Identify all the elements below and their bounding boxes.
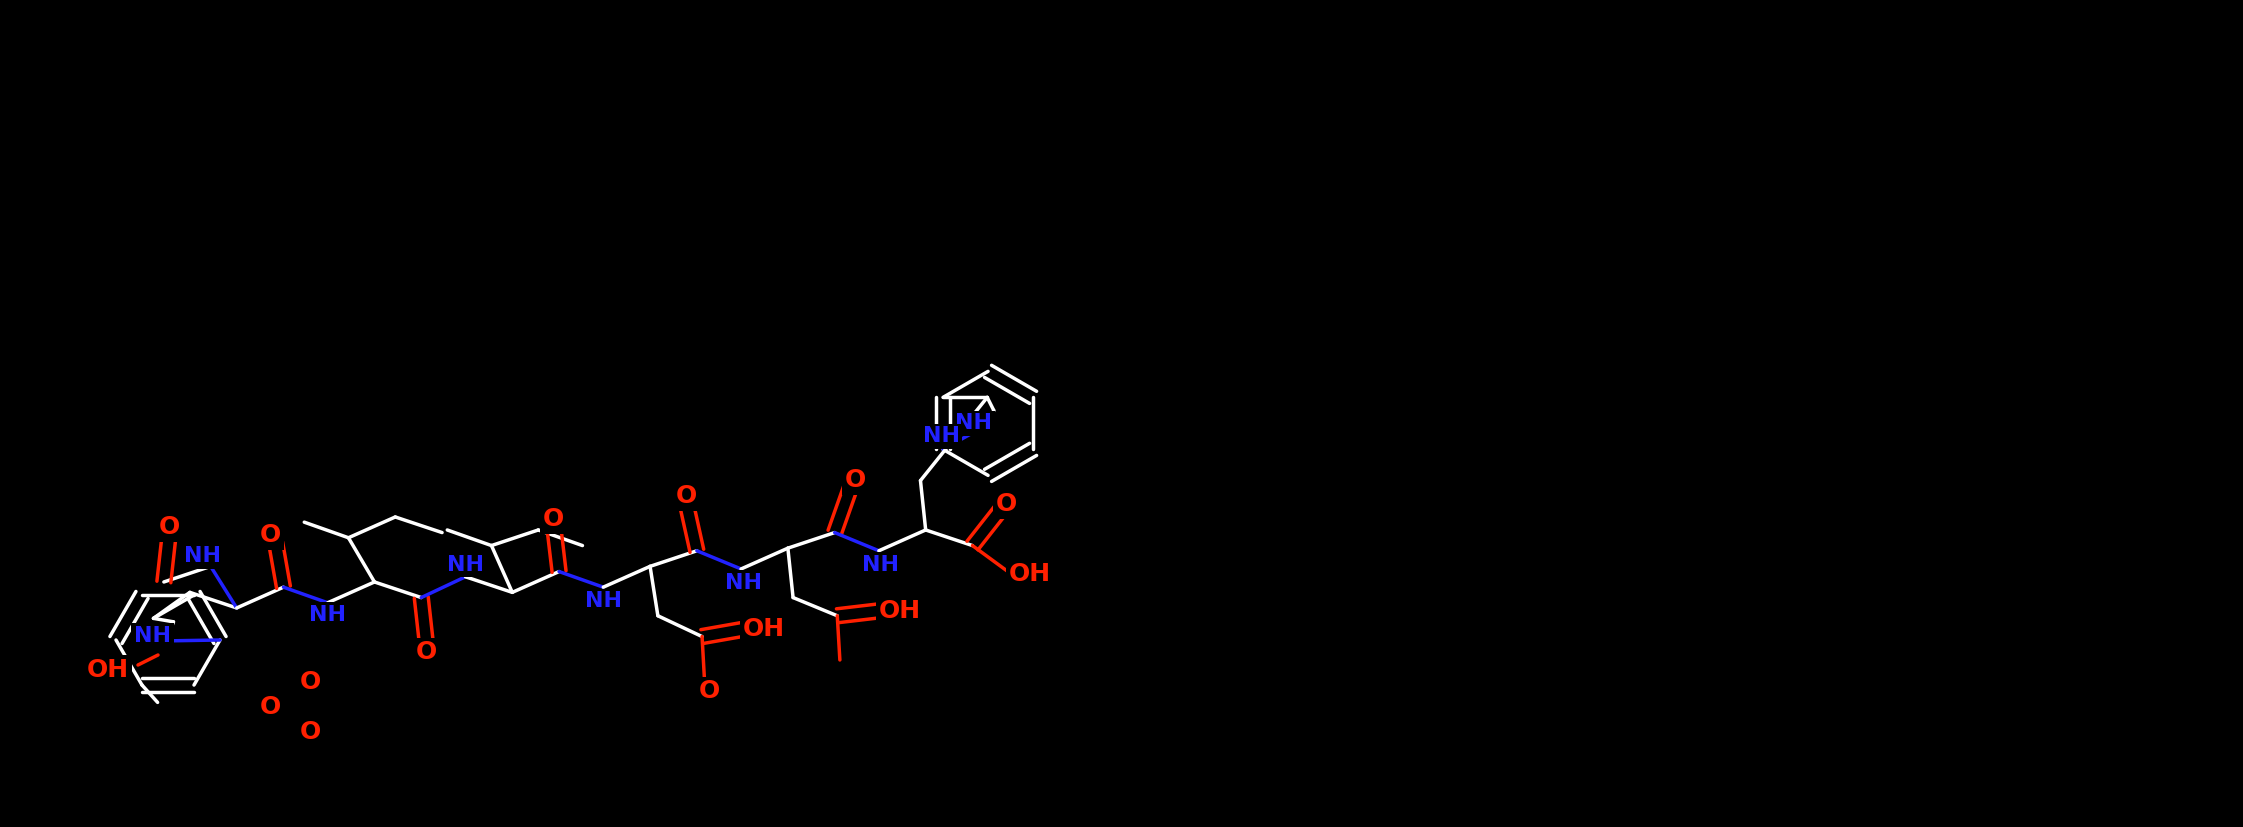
Text: O: O <box>700 679 720 704</box>
Text: O: O <box>543 508 565 532</box>
Text: O: O <box>675 484 698 508</box>
Text: NH: NH <box>861 555 899 575</box>
Text: OH: OH <box>742 617 785 641</box>
Text: O: O <box>159 515 179 539</box>
Text: O: O <box>996 492 1016 516</box>
Text: O: O <box>260 523 280 547</box>
Text: NH: NH <box>922 427 960 447</box>
Text: NH: NH <box>956 414 991 433</box>
Text: NH: NH <box>184 547 222 566</box>
Text: NH: NH <box>446 555 484 575</box>
Text: NH: NH <box>310 605 345 624</box>
Text: O: O <box>260 695 280 719</box>
Text: OH: OH <box>879 599 920 623</box>
Text: O: O <box>298 720 321 744</box>
Text: O: O <box>298 670 321 694</box>
Text: O: O <box>415 640 437 664</box>
Text: OH: OH <box>87 658 130 682</box>
Text: NH: NH <box>724 573 763 593</box>
Text: NH: NH <box>135 626 170 646</box>
Text: O: O <box>846 468 866 492</box>
Text: NH: NH <box>585 591 621 611</box>
Text: OH: OH <box>1009 562 1050 586</box>
